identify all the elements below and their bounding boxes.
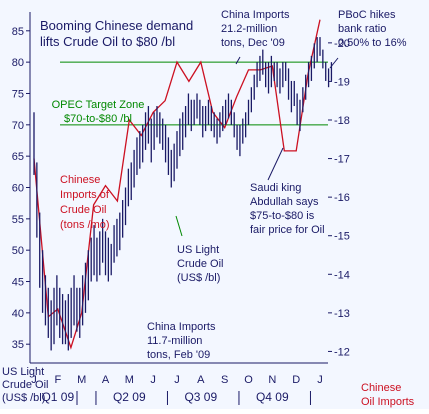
right-tick-label: -16 (334, 192, 350, 204)
annotation-pboc-line-2: bank ratio (338, 23, 386, 35)
annotation-china-feb-line-3: tons, Feb '09 (147, 349, 210, 361)
left-tick-label: 75 (12, 88, 24, 100)
month-label: M (77, 374, 86, 386)
month-label: N (268, 374, 276, 386)
right-tick-label: -17 (334, 154, 350, 166)
annotation-pboc-line-1: PBoC hikes (338, 9, 396, 21)
right-tick-label: -20 (334, 38, 350, 50)
left-tick-label: 50 (12, 245, 24, 257)
month-label: J (150, 374, 156, 386)
quarter-label: Q2 09 (113, 390, 146, 404)
annotation-us-crude-line-1: US Light (177, 244, 219, 256)
left-tick-label: 60 (12, 183, 24, 195)
right-tick-label: -14 (334, 269, 350, 281)
annotation-pboc-line-3: 0.50% to 16% (338, 37, 407, 49)
right-tick-label: -12 (334, 346, 350, 358)
left-tick-label: 80 (12, 57, 24, 69)
annotation-opec-line-2: $70-to-$80 /bl (64, 113, 132, 125)
annotation-china-dec-pointer (235, 56, 241, 65)
right-axis-label-line-1: Chinese (361, 382, 401, 394)
annotation-saudi-line-4: fair price for Oil (250, 224, 325, 236)
annotation-chinese-imports-line-1: Chinese (60, 174, 100, 186)
left-tick-label: 70 (12, 120, 24, 132)
annotation-opec-line-1: OPEC Target Zone (52, 99, 145, 111)
annotation-saudi-line-1: Saudi king (250, 182, 301, 194)
annotation-pboc-pointer (329, 57, 339, 69)
annotation-saudi-pointer (267, 147, 284, 181)
month-label: D (292, 374, 300, 386)
left-tick-label: 40 (12, 308, 24, 320)
left-tick-label: 55 (12, 214, 24, 226)
right-tick-label: -15 (334, 231, 350, 243)
month-label: A (102, 374, 110, 386)
month-label: O (244, 374, 253, 386)
chart-title-line-2: lifts Crude Oil to $80 /bl (40, 34, 175, 49)
quarter-label: Q3 09 (184, 390, 217, 404)
quarter-label: Q4 09 (256, 390, 289, 404)
annotation-us-crude-line-2: Crude Oil (177, 258, 223, 270)
annotation-us-crude-pointer (175, 215, 183, 237)
right-axis-label-line-2: Oil Imports (361, 396, 415, 408)
month-label: J (317, 374, 323, 386)
annotation-chinese-imports-line-4: (tons /mo) (60, 219, 110, 231)
annotation-chinese-imports-line-3: Crude Oil (60, 204, 106, 216)
annotation-us-crude-line-3: (US$ /bl) (177, 272, 220, 284)
annotation-chinese-imports-line-2: Imports of (60, 189, 110, 201)
left-tick-label: 45 (12, 277, 24, 289)
chart-title-line-1: Booming Chinese demand (40, 18, 193, 33)
month-label: J (31, 374, 37, 386)
left-tick-label: 65 (12, 151, 24, 163)
month-label: S (221, 374, 228, 386)
month-label: F (54, 374, 61, 386)
quarter-label: Q1 09 (41, 390, 74, 404)
left-axis-label-line-2: Crude Oil (2, 379, 48, 391)
right-tick-label: -18 (334, 115, 350, 127)
right-tick-label: -13 (334, 308, 350, 320)
month-label: A (197, 374, 205, 386)
annotation-china-dec-line-2: 21.2-million (221, 23, 277, 35)
left-tick-label: 35 (12, 339, 24, 351)
annotation-china-dec-line-1: China Imports (221, 9, 290, 21)
left-tick-label: 85 (12, 26, 24, 38)
chinese-imports-line (33, 19, 321, 350)
annotation-saudi-line-2: Abdullah says (250, 196, 319, 208)
annotation-china-feb-line-1: China Imports (147, 321, 216, 333)
month-label: J (174, 374, 180, 386)
left-axis-label-line-1: US Light (2, 366, 44, 378)
left-axis-label-line-3: (US$ /bl) (2, 392, 45, 404)
annotation-china-feb-line-2: 11.7-million (147, 335, 202, 347)
month-label: M (125, 374, 134, 386)
annotation-china-dec-line-3: tons, Dec '09 (221, 37, 285, 49)
right-tick-label: -19 (334, 76, 350, 88)
annotation-saudi-line-3: $75-to-$80 is (250, 210, 315, 222)
